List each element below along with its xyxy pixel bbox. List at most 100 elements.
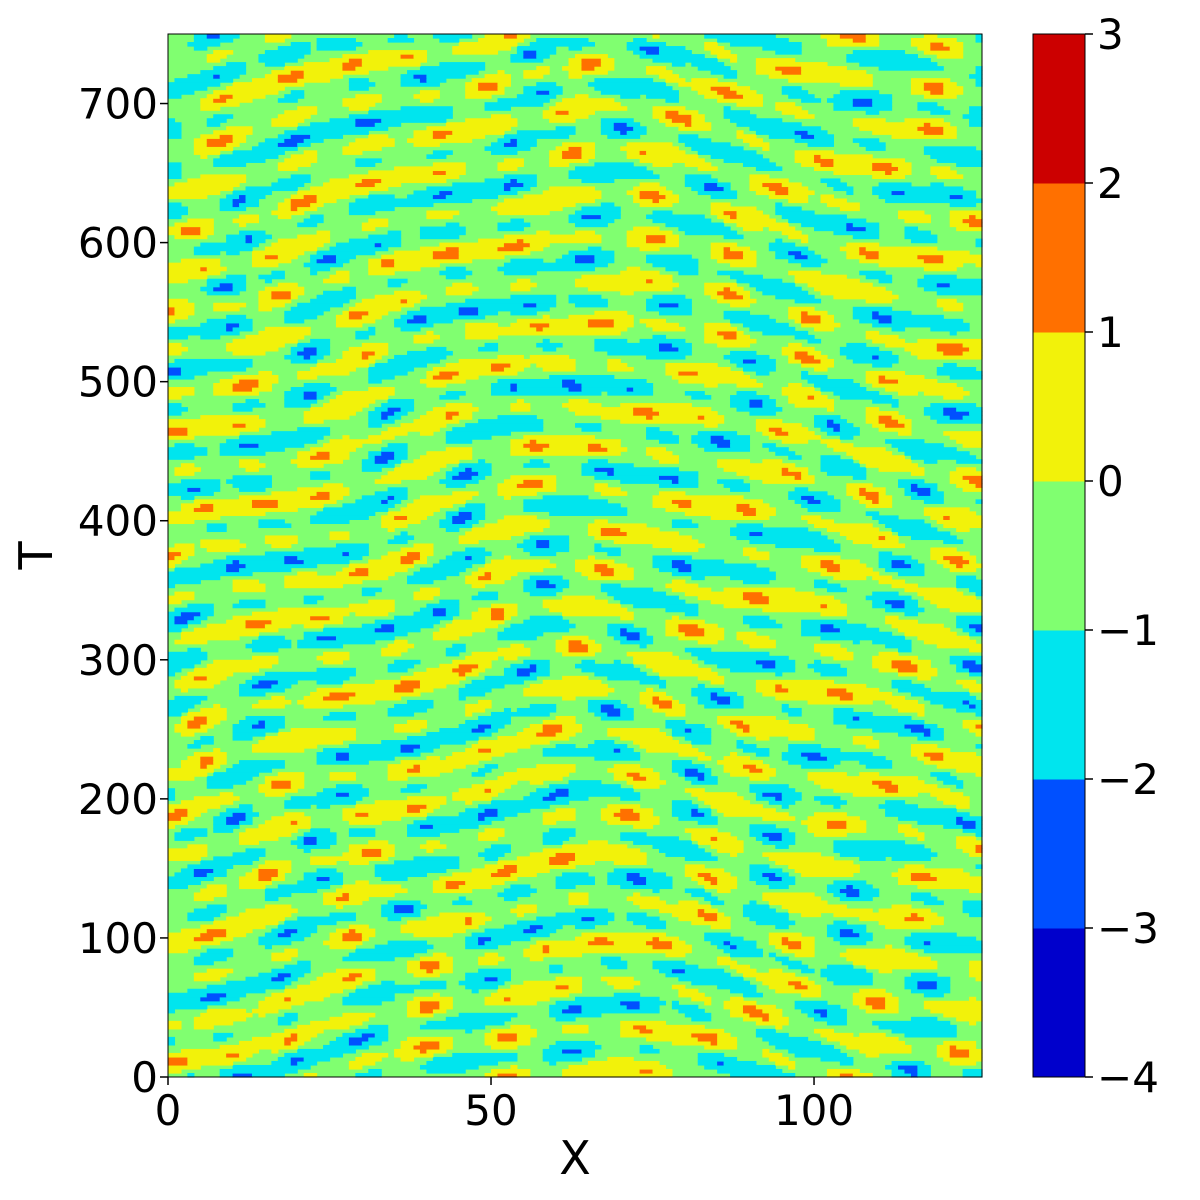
contour-cell	[962, 475, 983, 480]
contour-cell	[503, 924, 531, 930]
contour-cell	[736, 535, 828, 541]
contour-cell	[348, 1036, 369, 1042]
contour-cell	[426, 318, 453, 324]
contour-cell	[419, 555, 428, 561]
contour-cell	[277, 732, 356, 737]
contour-cell	[400, 407, 415, 412]
contour-cell	[755, 1028, 776, 1034]
contour-cell	[536, 38, 589, 43]
contour-cell	[749, 832, 763, 837]
contour-cell	[594, 162, 634, 167]
contour-cell	[329, 491, 350, 496]
contour-cell	[826, 824, 847, 829]
contour-cell	[465, 748, 479, 753]
contour-cell	[839, 852, 938, 857]
contour-cell	[245, 872, 260, 878]
contour-cell	[846, 242, 880, 248]
contour-cell	[387, 471, 434, 476]
contour-cell	[607, 711, 621, 717]
contour-cell	[329, 246, 389, 252]
contour-cell	[852, 715, 860, 721]
contour-cell	[956, 162, 983, 167]
contour-cell	[652, 667, 712, 673]
contour-cell	[445, 194, 499, 200]
contour-cell	[226, 238, 247, 244]
contour-cell	[917, 980, 938, 986]
contour-cell	[691, 503, 738, 508]
contour-cell	[471, 784, 511, 789]
contour-cell	[581, 62, 602, 67]
contour-cell	[413, 334, 440, 340]
contour-cell	[969, 346, 983, 352]
contour-cell	[239, 880, 272, 886]
contour-cell	[891, 162, 912, 167]
contour-cell	[168, 776, 195, 781]
contour-cell	[568, 46, 583, 51]
contour-cell	[781, 391, 822, 396]
contour-cell	[788, 383, 802, 388]
contour-cell	[859, 888, 880, 894]
contour-cell	[755, 792, 763, 797]
contour-cell	[872, 174, 906, 180]
contour-cell	[445, 362, 492, 368]
contour-cell	[775, 872, 789, 878]
contour-cell	[193, 896, 214, 902]
contour-cell	[271, 952, 298, 958]
contour-cell	[510, 451, 621, 456]
contour-cell	[639, 679, 667, 685]
contour-cell	[523, 463, 550, 468]
contour-cell	[180, 928, 208, 934]
contour-cell	[445, 756, 492, 761]
contour-cell	[762, 443, 776, 448]
contour-cell	[885, 1064, 899, 1070]
contour-cell	[859, 988, 886, 994]
contour-cell	[484, 523, 550, 529]
contour-cell	[213, 936, 234, 942]
contour-cell	[910, 744, 938, 749]
contour-cell	[600, 491, 628, 496]
contour-cell	[471, 744, 531, 749]
contour-cell	[762, 431, 776, 436]
contour-cell	[232, 852, 266, 857]
contour-cell	[730, 302, 751, 308]
contour-cell	[290, 1040, 305, 1046]
contour-cell	[691, 567, 770, 573]
contour-cell	[368, 411, 382, 416]
contour-cell	[639, 246, 660, 252]
contour-cell	[374, 294, 428, 300]
contour-cell	[684, 968, 725, 974]
contour-cell	[671, 984, 686, 990]
contour-cell	[516, 318, 589, 324]
contour-cell	[962, 487, 983, 492]
contour-cell	[426, 383, 447, 388]
contour-cell	[555, 912, 615, 918]
contour-cell	[342, 812, 356, 817]
contour-cell	[200, 888, 227, 894]
contour-cell	[471, 475, 486, 480]
contour-cell	[187, 1060, 234, 1066]
contour-cell	[387, 495, 395, 500]
contour-cell	[820, 162, 835, 167]
contour-cell	[678, 635, 725, 641]
contour-cell	[555, 796, 589, 801]
contour-cell	[943, 395, 964, 400]
contour-cell	[826, 888, 841, 894]
contour-cell	[639, 1048, 660, 1054]
contour-cell	[245, 334, 305, 340]
contour-cell	[187, 74, 214, 79]
contour-cell	[633, 840, 692, 845]
contour-cell	[820, 635, 906, 641]
contour-cell	[620, 403, 692, 408]
contour-cell	[303, 383, 331, 388]
contour-cell	[206, 138, 234, 143]
contour-cell	[297, 836, 305, 841]
contour-cell	[775, 844, 789, 849]
contour-cell	[523, 619, 570, 625]
contour-cell	[943, 1056, 983, 1062]
contour-cell	[949, 202, 977, 208]
contour-cell	[885, 788, 899, 793]
contour-cell	[575, 166, 647, 171]
contour-cell	[200, 286, 214, 292]
contour-cell	[407, 828, 460, 833]
contour-cell	[684, 182, 705, 188]
